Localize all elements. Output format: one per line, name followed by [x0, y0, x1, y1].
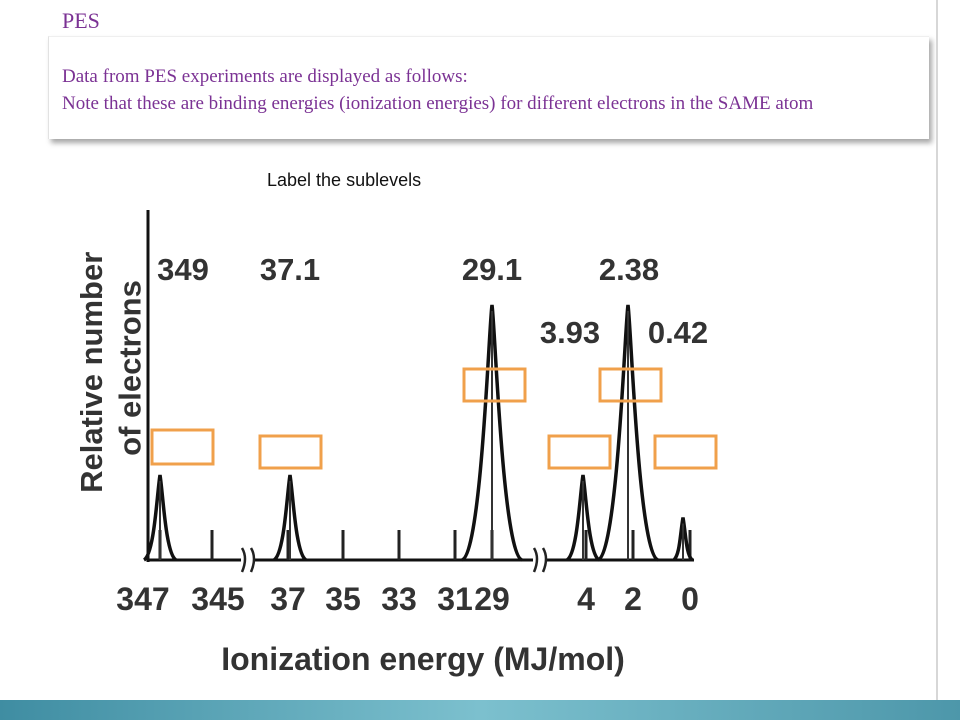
x-tick-labels: 347 345 37 35 33 31 29 4 2 0 — [116, 581, 699, 617]
slide-right-border — [936, 0, 938, 700]
note-line-1: Data from PES experiments are displayed … — [62, 66, 468, 87]
answer-box — [653, 434, 718, 470]
peaks — [142, 304, 694, 562]
peak-energy-label: 0.42 — [648, 315, 708, 350]
peak-5 — [596, 304, 660, 562]
x-tick-label: 37 — [270, 581, 306, 617]
peak-6 — [672, 517, 694, 562]
x-tick-label: 2 — [624, 581, 642, 617]
peak-3 — [460, 304, 524, 562]
x-tick-label: 4 — [577, 581, 595, 617]
answer-box — [258, 434, 323, 470]
note-line-2: Note that these are binding energies (io… — [62, 93, 814, 114]
answer-box — [598, 367, 663, 403]
peak-energy-label: 3.93 — [540, 315, 600, 350]
x-tick-label: 345 — [191, 581, 244, 617]
x-tick-label: 31 — [437, 581, 473, 617]
axis-break-mark — [249, 547, 256, 573]
axes — [146, 210, 694, 562]
x-axis-label: Ionization energy (MJ/mol) — [221, 641, 625, 677]
peak-energy-label: 37.1 — [260, 252, 320, 287]
answer-box — [150, 428, 215, 466]
peak-4 — [565, 474, 601, 562]
x-tick-label: 0 — [681, 581, 699, 617]
x-tick-label: 347 — [116, 581, 169, 617]
peak-energy-labels: 349 37.1 29.1 3.93 2.38 0.42 — [157, 252, 708, 350]
peak-energy-label: 2.38 — [599, 252, 659, 287]
answer-boxes — [150, 367, 718, 470]
peak-energy-label: 349 — [157, 252, 209, 287]
axis-break-mark — [541, 547, 548, 573]
axis-breaks — [240, 546, 548, 574]
x-ticks — [158, 530, 692, 560]
y-axis-label-line-2: of electrons — [113, 280, 148, 456]
note-box: Data from PES experiments are displayed … — [48, 36, 929, 139]
instruction-text: Label the sublevels — [267, 170, 422, 190]
axis-break-mark — [532, 547, 539, 573]
answer-box — [462, 367, 527, 403]
footer-band — [0, 700, 960, 720]
answer-box — [547, 434, 612, 470]
page-title: PES — [62, 8, 100, 33]
x-tick-label: 29 — [474, 581, 510, 617]
x-tick-label: 35 — [325, 581, 361, 617]
peak-2 — [272, 474, 308, 562]
peak-1 — [142, 474, 178, 562]
y-axis-label-line-1: Relative number — [74, 252, 109, 493]
axis-break-mark — [240, 547, 247, 573]
peak-energy-label: 29.1 — [462, 252, 522, 287]
y-axis-label: Relative number of electrons — [74, 243, 148, 493]
x-tick-label: 33 — [381, 581, 417, 617]
